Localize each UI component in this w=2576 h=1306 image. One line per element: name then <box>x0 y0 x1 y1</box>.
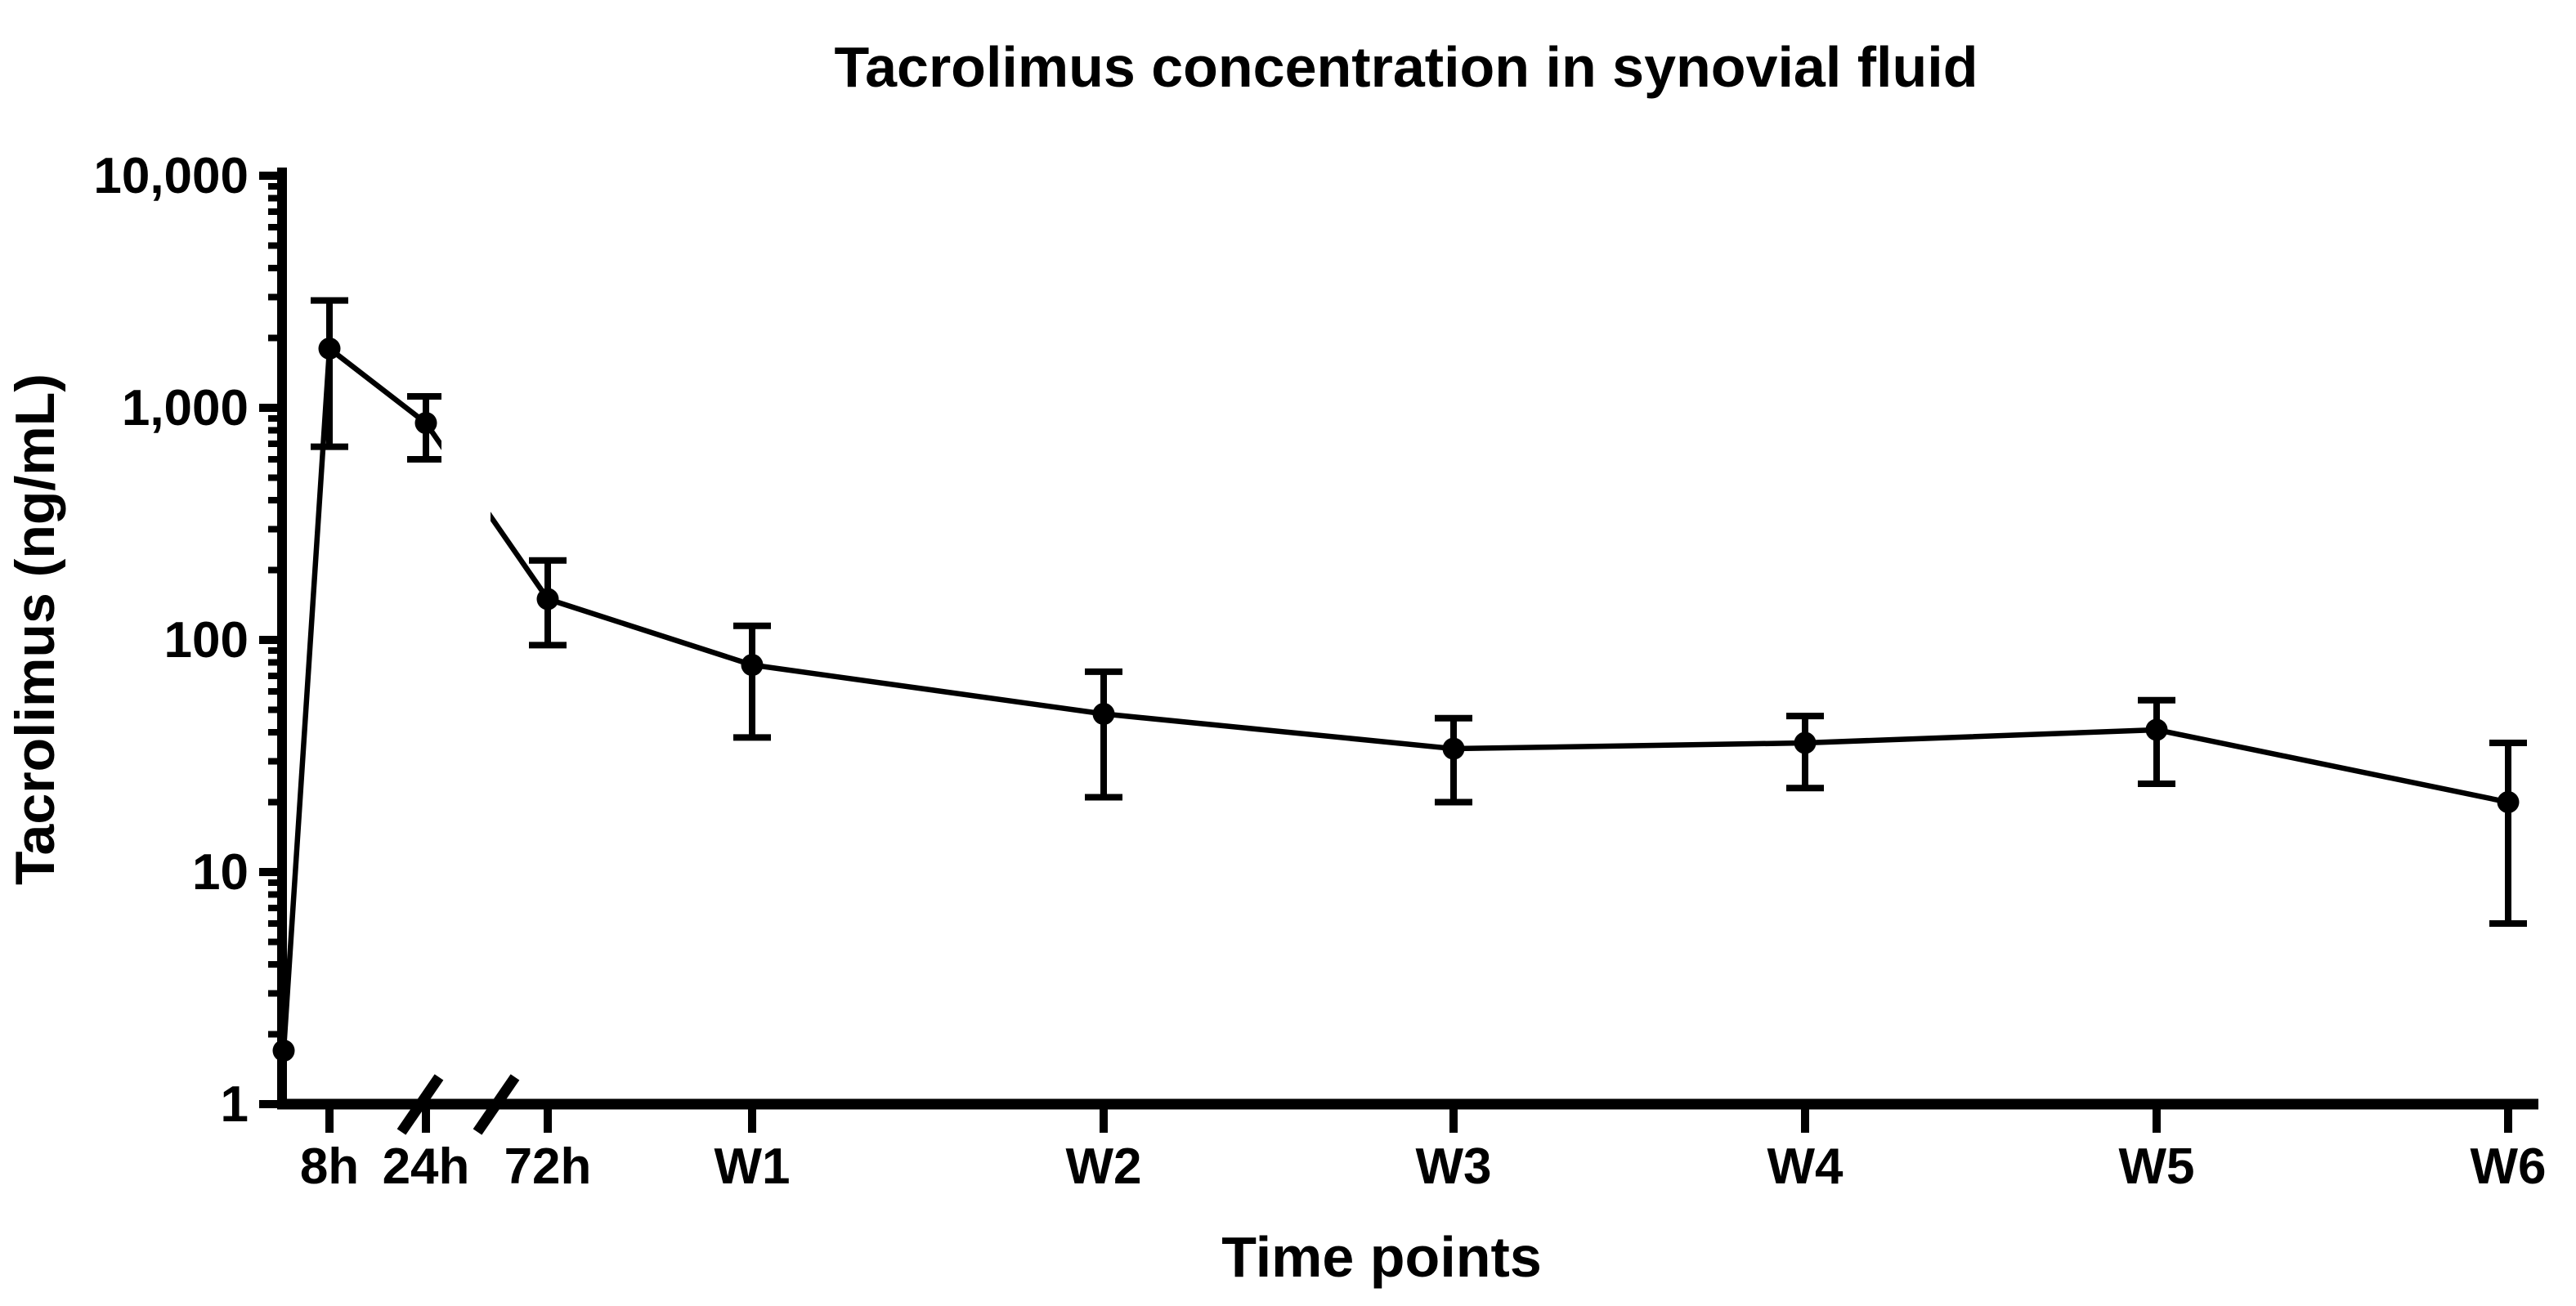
data-point <box>741 654 764 677</box>
axes-layer: 10,000 1,000 100 10 1 8h 24h 72h W1 W2 W3 W4 W5 W6 <box>93 148 2546 1195</box>
y-tick-label: 100 <box>164 612 249 669</box>
data-point <box>1092 703 1115 726</box>
y-tick-label: 10 <box>192 844 249 901</box>
x-tick-label: W4 <box>1767 1138 1844 1195</box>
axis-break-slash <box>473 1074 520 1135</box>
x-axis-title: Time points <box>1221 1225 1542 1289</box>
x-tick-label: 24h <box>383 1138 470 1195</box>
x-tick-label: 8h <box>300 1138 359 1195</box>
x-tick-label: W3 <box>1416 1138 1492 1195</box>
y-tick-label: 10,000 <box>93 148 249 204</box>
data-point <box>536 588 559 611</box>
axis-break-gap <box>441 245 491 1062</box>
data-point <box>1442 737 1465 760</box>
series-line-layer <box>280 346 2509 1051</box>
data-points-layer <box>272 338 2520 1062</box>
data-point <box>2497 791 2520 814</box>
axis-break-slash <box>396 1074 444 1135</box>
data-point <box>272 1040 295 1062</box>
series-line <box>280 346 2509 1051</box>
y-axis-title: Tacrolimus (ng/mL) <box>4 373 66 885</box>
data-point <box>414 412 437 435</box>
x-tick-label: W1 <box>715 1138 791 1195</box>
x-tick-label: W6 <box>2471 1138 2547 1195</box>
x-tick-label: W5 <box>2119 1138 2195 1195</box>
data-point <box>1794 731 1817 754</box>
y-tick-label: 1,000 <box>122 380 249 436</box>
y-tick-label: 1 <box>221 1076 249 1133</box>
data-point <box>2145 718 2168 741</box>
chart-title: Tacrolimus concentration in synovial flu… <box>835 35 1978 99</box>
error-bars-layer <box>311 297 2527 928</box>
axis-break-band <box>441 245 491 1062</box>
x-tick-label: 72h <box>504 1138 592 1195</box>
x-tick-label: W2 <box>1066 1138 1142 1195</box>
data-point <box>318 338 341 360</box>
